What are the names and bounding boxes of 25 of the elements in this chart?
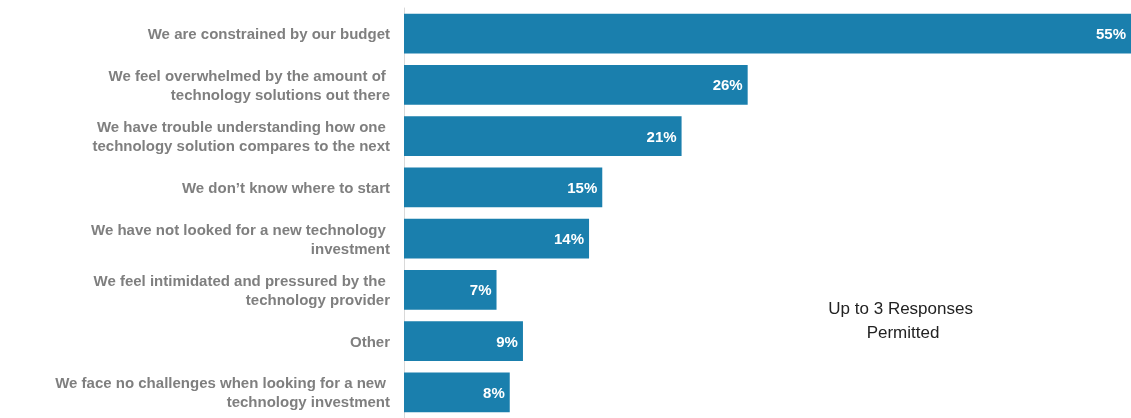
data-label: 14%	[554, 230, 585, 248]
y-tick-label: We don’t know where to start	[181, 178, 390, 196]
data-label: 26%	[712, 76, 743, 94]
y-tick-label: We have trouble understanding how one technology solution compares to the next	[92, 118, 390, 155]
y-tick-label: We feel overwhelmed by the amount of technology solutions out there	[108, 66, 390, 103]
bar	[404, 64, 748, 105]
data-label: 7%	[469, 281, 492, 299]
bar	[404, 116, 682, 157]
data-label: 15%	[567, 178, 598, 196]
bar	[404, 218, 590, 259]
y-tick-label: Other	[349, 332, 391, 350]
data-label: 9%	[496, 332, 518, 350]
y-tick-label: We feel intimidated and pressured by the technology provider	[93, 271, 391, 308]
y-tick-label: We have not looked for a new technology investment	[91, 220, 390, 257]
data-label: 8%	[483, 383, 505, 401]
bar	[404, 269, 497, 310]
y-tick-label: We are constrained by our budget	[147, 25, 390, 43]
bar	[404, 167, 603, 208]
data-label: 55%	[1095, 25, 1126, 43]
bar	[404, 321, 523, 362]
annotation: Up to 3 Responses Permitted	[828, 298, 978, 342]
y-tick-label: We face no challenges when looking for a new technology investment	[55, 374, 390, 411]
data-label: 21%	[646, 127, 677, 145]
bar	[404, 372, 510, 413]
bar	[404, 13, 1131, 54]
